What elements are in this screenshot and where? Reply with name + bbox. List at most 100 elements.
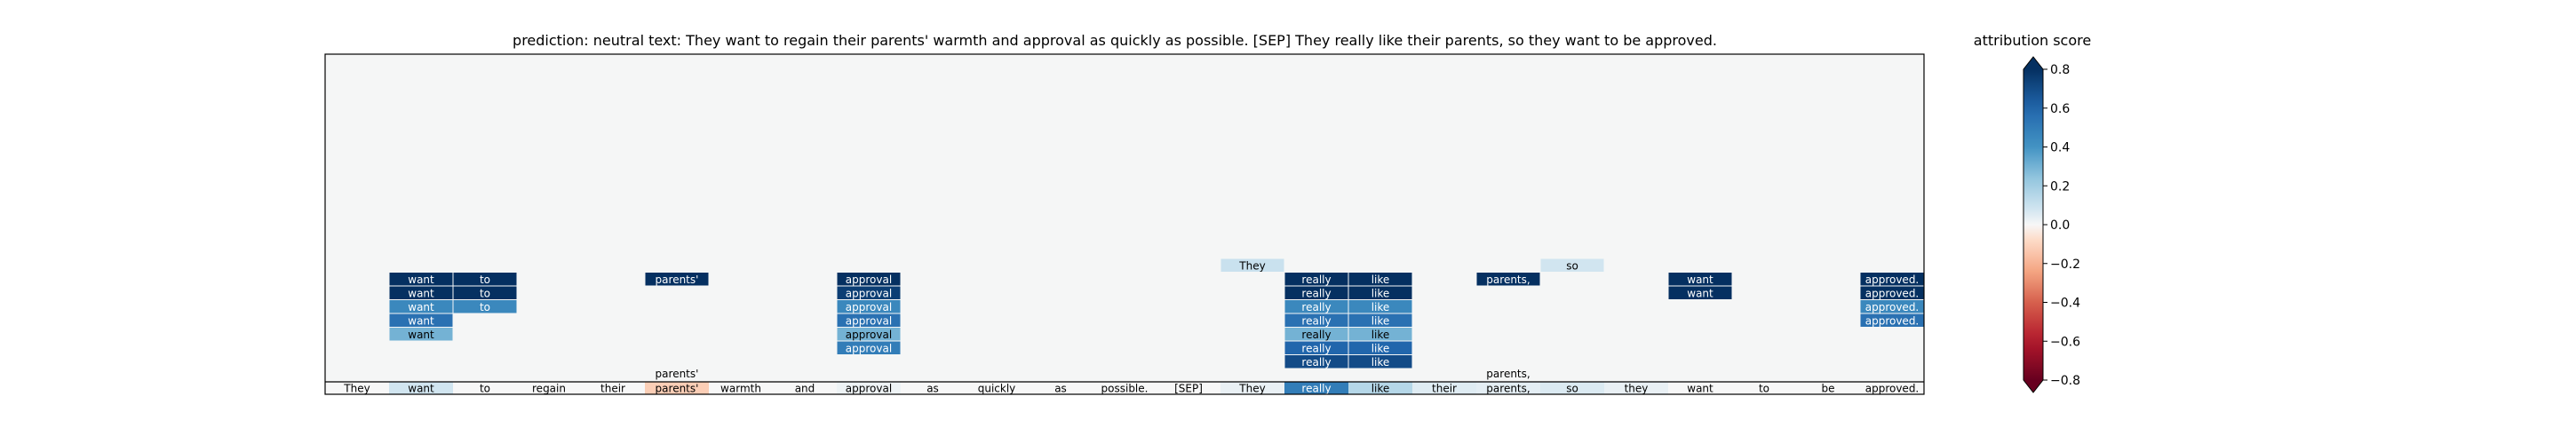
heat-cell [1284,286,1348,299]
heat-cell-label: like [1371,329,1390,341]
heat-cell-label: to [480,287,490,299]
token-cell [1604,382,1668,394]
token-annotation: parents' [656,368,699,380]
heat-cell-label: parents' [656,274,699,286]
colorbar-tick-label: 0.0 [2050,218,2070,233]
token-label: They [343,383,370,395]
colorbar-tick-label: 0.8 [2050,63,2070,77]
token-label: to [480,383,490,395]
heat-cell-label: really [1301,287,1331,299]
heat-cell [1860,286,1924,299]
heat-cell-label: really [1301,274,1331,286]
heat-cell-label: want [408,329,434,341]
token-label: parents, [1486,383,1530,395]
heat-cell [1220,258,1284,272]
token-cell [1348,382,1412,394]
token-cell [1732,382,1796,394]
token-label: approval [846,383,892,395]
colorbar-extend-max [2023,57,2043,69]
heat-cell [837,286,901,299]
heat-cell [1348,313,1412,327]
heat-cell-label: want [1687,274,1713,286]
heat-cell-label: really [1301,301,1331,313]
heat-cell-label: want [408,274,434,286]
token-cell [1093,382,1157,394]
heat-cell-label: They [1238,259,1265,272]
colorbar-extend-min [2023,380,2043,392]
heat-cell-label: want [408,287,434,299]
token-row: They want to regain their parents' warmth and ap… [325,382,1924,395]
heat-cell [389,286,453,299]
heat-cell [837,341,901,354]
token-label: as [1054,383,1067,395]
heat-cell [645,273,709,286]
heat-cell [1348,355,1412,369]
heat-cell-label: approval [846,274,892,286]
heat-cell-label: parents, [1486,274,1530,286]
token-cell [773,382,837,394]
heat-cell [1860,313,1924,327]
chart-title: prediction: neutral text: They want to r… [513,32,1717,49]
token-cell [581,382,645,394]
colorbar-tick-label: 0.6 [2050,102,2070,116]
colorbar-tick-label: −0.4 [2050,297,2080,311]
colorbar-label: attribution score [1974,32,2091,49]
heat-cell [1348,328,1412,341]
token-cell [1540,382,1604,394]
heat-cell [1284,328,1348,341]
heat-cell [1284,313,1348,327]
colorbar-tick-label: −0.2 [2050,258,2080,272]
heat-cell-label: to [480,274,490,286]
heat-cell [1476,273,1540,286]
token-cell [965,382,1029,394]
colorbar-tick-label: 0.2 [2050,179,2070,194]
heat-cell [1540,258,1604,272]
heat-cell [1348,273,1412,286]
heat-cell-label: really [1301,314,1331,327]
heat-cell-label: want [1687,287,1713,299]
token-cell [1157,382,1220,394]
token-cell [645,382,709,394]
token-cell [837,382,901,394]
heat-cell-label: want [408,314,434,327]
heat-cell [1348,286,1412,299]
colorbar: 0.8 0.6 0.4 0.2 0.0 −0.2 −0.4 −0.6 −0.8 [2023,56,2080,393]
plot-frame [324,53,1925,395]
heat-cell-label: approved. [1865,274,1920,286]
heat-cell-label: really [1301,329,1331,341]
heat-cell-label: approved. [1865,301,1920,313]
heat-cell [1284,355,1348,369]
token-label: to [1759,383,1769,395]
token-label: [SEP] [1174,383,1203,395]
heat-cell-label: really [1301,342,1331,354]
token-cell [709,382,773,394]
token-label: they [1625,383,1649,395]
token-cell [1796,382,1860,394]
heat-cell [1668,286,1732,299]
token-label: possible. [1101,383,1149,395]
heatmap-cells: They so want to parents' approval really like pa… [389,258,1924,369]
heat-cell-label: approved. [1865,314,1920,327]
heat-cell [837,313,901,327]
token-label: They [1238,383,1265,395]
token-cell [517,382,581,394]
heat-cell-label: to [480,301,490,313]
token-label: want [1687,383,1713,395]
heat-cell [1860,273,1924,286]
token-label: so [1566,383,1578,395]
token-cell [1284,382,1348,394]
heat-cell [1348,341,1412,354]
heat-cell-label: approval [846,342,892,354]
heat-cell [1284,341,1348,354]
token-label: their [1432,383,1457,395]
heat-cell-label: approval [846,301,892,313]
heat-cell [389,273,453,286]
token-cell [453,382,517,394]
token-cell [901,382,965,394]
heat-cell-label: approval [846,314,892,327]
heat-cell-label: approval [846,329,892,341]
token-label: regain [532,383,566,395]
heat-cell [389,328,453,341]
heat-cell [1860,300,1924,313]
